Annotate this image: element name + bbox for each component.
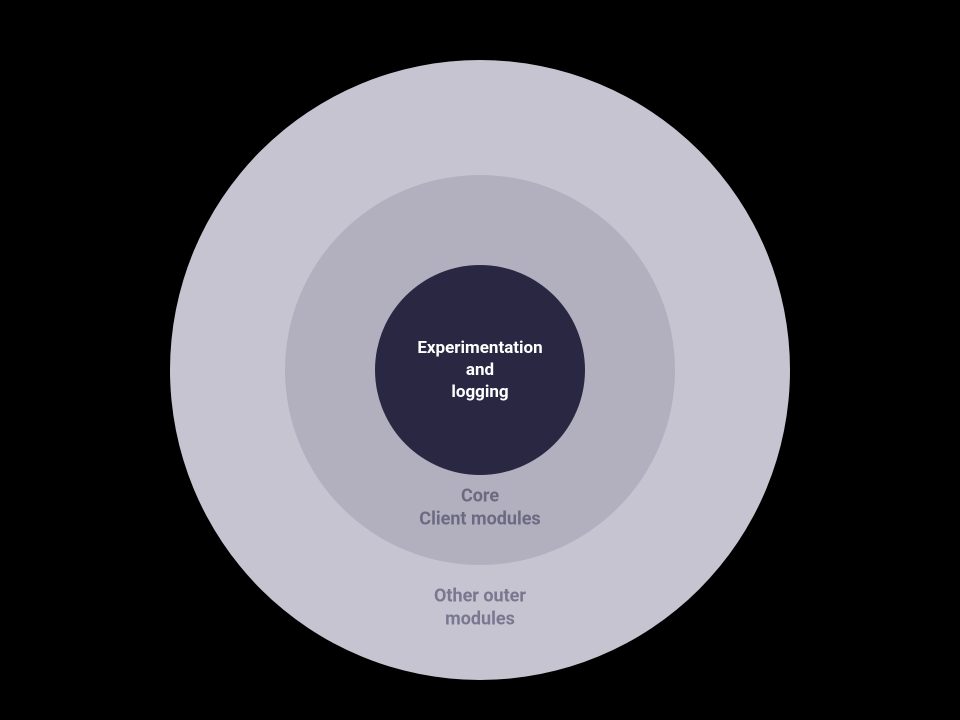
label-inner: Experimentation and logging — [330, 337, 630, 403]
concentric-diagram: Experimentation and logging Core Client … — [0, 0, 960, 720]
label-outer: Other outer modules — [330, 585, 630, 632]
label-middle: Core Client modules — [330, 485, 630, 532]
